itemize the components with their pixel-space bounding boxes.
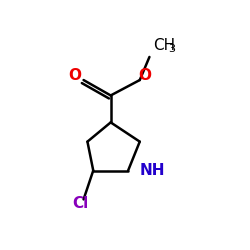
Text: 3: 3 — [168, 44, 175, 54]
Text: O: O — [68, 68, 81, 83]
Text: NH: NH — [139, 164, 165, 178]
Text: Cl: Cl — [72, 196, 89, 211]
Text: O: O — [138, 68, 151, 83]
Text: CH: CH — [153, 38, 176, 53]
